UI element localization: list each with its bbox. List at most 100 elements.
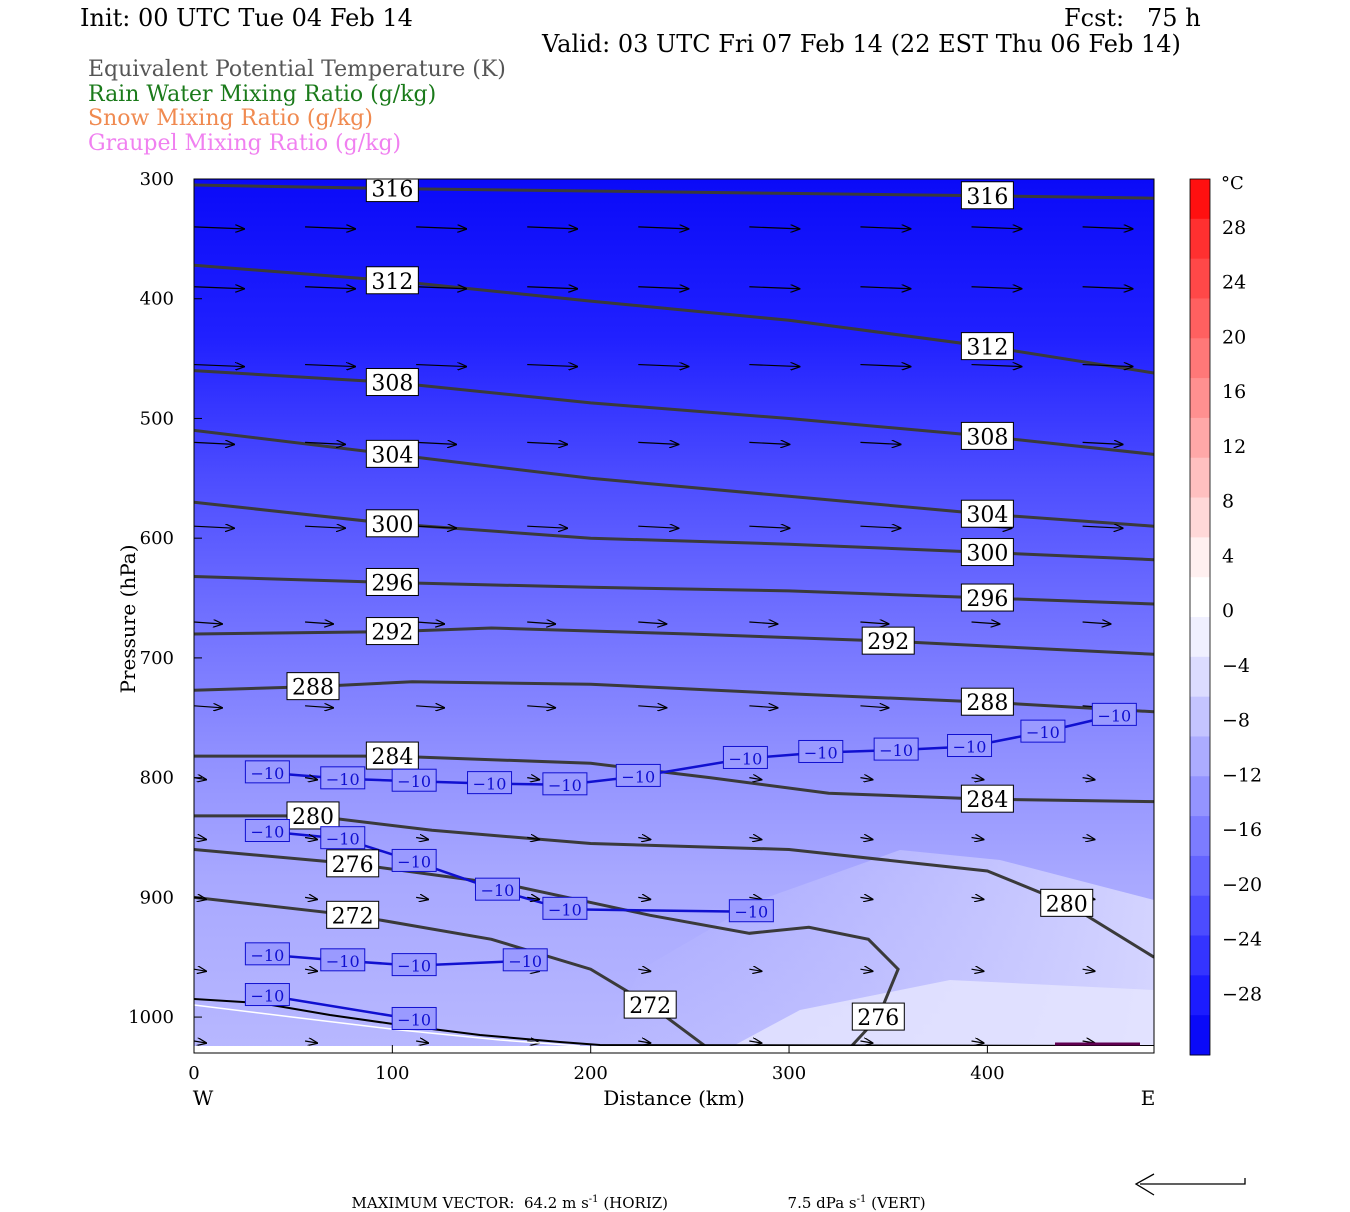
wind-vector <box>194 622 222 624</box>
wind-vector <box>416 526 456 528</box>
isotherm-label: −10 <box>548 900 582 919</box>
theta-e-label: 300 <box>966 542 1008 567</box>
isotherm-label: −10 <box>326 952 360 971</box>
isotherm-label-box <box>1020 719 1066 743</box>
wind-vector <box>194 526 234 528</box>
isotherm-label: −10 <box>326 830 360 849</box>
wind-vector <box>860 287 910 289</box>
theta-e-contour-296 <box>194 575 1154 606</box>
theta-e-label: 272 <box>629 994 671 1019</box>
legend-snow: Snow Mixing Ratio (g/kg) <box>88 106 373 131</box>
theta-e-label-box <box>1040 888 1094 917</box>
wind-vector <box>305 526 345 528</box>
isotherm-label: −10 <box>397 957 431 976</box>
x-tick-label: 200 <box>574 1063 608 1084</box>
colorbar-swatch <box>1190 298 1210 339</box>
theta-e-label-box <box>365 439 419 468</box>
colorbar-unit: °C <box>1221 173 1244 194</box>
isotherm-label-box <box>615 763 661 787</box>
footer-vert: 7.5 dPa s-1 (VERT) <box>778 1176 926 1212</box>
wind-vector <box>638 706 666 708</box>
isotherm-label-box <box>391 1006 437 1030</box>
colorbar-label: 24 <box>1222 272 1246 294</box>
theta-e-label: 276 <box>857 1006 899 1031</box>
isotherm-label-box <box>467 771 513 795</box>
theta-e-label-box <box>326 849 380 878</box>
isotherm-label: −10 <box>251 764 285 783</box>
isotherm-label: −10 <box>251 823 285 842</box>
theta-e-label: 272 <box>332 904 374 929</box>
x-tick-label: 100 <box>375 1063 409 1084</box>
theta-e-label: 284 <box>371 745 413 770</box>
theta-e-label: 300 <box>371 513 413 538</box>
wind-vector <box>1082 227 1133 229</box>
theta-e-label-box <box>960 181 1014 210</box>
colorbar-swatch <box>1190 696 1210 737</box>
theta-e-labels: 316 316 312 312 308 308 304 304 300 300 296 296 292 2… <box>286 179 1094 1031</box>
isotherm-label-box <box>320 948 366 972</box>
wind-vector <box>1082 287 1133 289</box>
theta-e-label: 308 <box>966 425 1008 450</box>
wind-vector <box>749 837 761 839</box>
wind-vector <box>416 1041 428 1043</box>
wind-vector <box>860 837 872 839</box>
wind-vector <box>638 526 678 528</box>
wind-vector <box>638 287 688 289</box>
wind-vector <box>860 778 872 780</box>
theta-e-label: 280 <box>1046 892 1088 917</box>
wind-vector <box>860 365 910 367</box>
forecast-hour: Fcst: 75 h <box>1064 4 1201 32</box>
theta-e-label-box <box>365 368 419 397</box>
theta-e-label: 280 <box>292 805 334 830</box>
isotherm-minus-10 <box>267 953 526 967</box>
wind-vector <box>527 837 539 839</box>
wind-vector <box>971 897 984 899</box>
y-tick-label: 300 <box>140 169 174 190</box>
wind-vector <box>749 897 761 899</box>
colorbar-label: −12 <box>1222 764 1262 786</box>
isotherm-label: −10 <box>481 881 515 900</box>
wind-vector <box>305 365 355 367</box>
theta-e-label-box <box>286 672 340 701</box>
wind-vector <box>416 365 466 367</box>
colorbar: 28 24 20 16 12 8 4 0 −4 −8 −12 −16 −20 −24 −28 <box>1189 178 1262 1056</box>
wind-vector <box>638 442 678 444</box>
theta-e-label: 276 <box>332 853 374 878</box>
reference-vector <box>1134 1173 1246 1196</box>
isotherm-label-box <box>722 745 768 769</box>
wind-vector <box>304 897 317 899</box>
wind-vector <box>860 442 900 444</box>
vert-suffix: (VERT) <box>866 1194 926 1212</box>
y-tick-label: 500 <box>140 408 174 429</box>
wind-vector <box>860 1041 872 1043</box>
x-axis-left-end: W <box>193 1086 214 1110</box>
isotherm-label: −10 <box>326 770 360 789</box>
theta-e-label: 288 <box>966 691 1008 716</box>
colorbar-label: −28 <box>1222 983 1262 1005</box>
theta-e-contour-276 <box>194 848 900 1051</box>
isotherm-label: −10 <box>1097 706 1131 725</box>
wind-vector <box>527 442 567 444</box>
colorbar-swatch <box>1190 617 1210 658</box>
x-tick-label: 0 <box>188 1063 199 1084</box>
colorbar-swatch <box>1190 457 1210 499</box>
wind-vector <box>1082 526 1123 528</box>
colorbar-swatch <box>1190 338 1210 379</box>
wind-vector <box>305 622 333 624</box>
colorbar-swatch <box>1190 895 1210 937</box>
wind-vector <box>416 837 428 839</box>
theta-e-contour-300 <box>194 500 1154 562</box>
colorbar-swatch <box>1190 417 1210 459</box>
theta-e-label: 292 <box>867 630 909 655</box>
theta-e-label: 292 <box>371 621 413 646</box>
wind-vector <box>527 706 555 708</box>
isotherm-label: −10 <box>1026 723 1060 742</box>
isotherm-label-box <box>391 953 437 977</box>
x-axis: 0 100 200 300 400 <box>188 1045 1005 1084</box>
theta-e-label-box <box>861 626 915 655</box>
y-axis: 300 400 500 600 700 800 900 1000 <box>128 169 202 1028</box>
wind-vector <box>1082 837 1095 839</box>
theta-e-label: 304 <box>966 503 1008 528</box>
colorbar-swatch <box>1190 537 1210 578</box>
colorbar-swatch <box>1190 258 1210 299</box>
